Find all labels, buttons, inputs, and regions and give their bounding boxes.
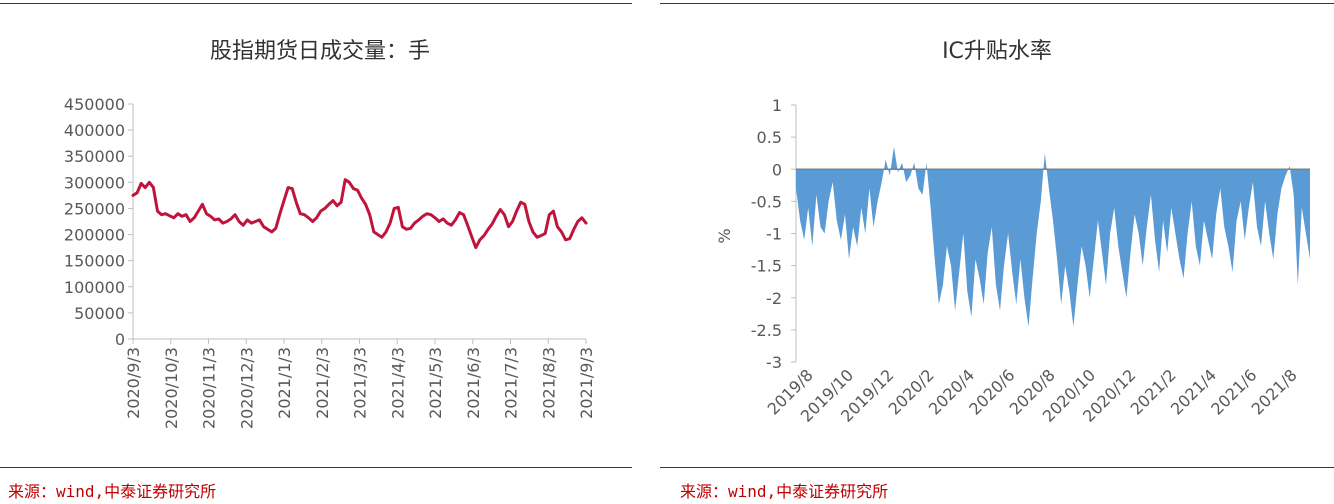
y-tick-label: 0.5 [757, 128, 782, 147]
x-tick-label: 2020/11/3 [200, 347, 219, 429]
series-line [131, 178, 588, 250]
x-tick-label: 2021/9/3 [577, 347, 596, 419]
ic-basis-area-chart: 10.50-0.5-1-1.5-2-2.5-3%2019/82019/10201… [715, 96, 1310, 426]
y-tick-label: 200000 [64, 226, 125, 245]
x-tick-label: 2021/2/3 [313, 347, 332, 419]
x-tick-label: 2020/10/3 [162, 347, 181, 429]
source-note: 来源：wind,中泰证券研究所 [8, 482, 217, 501]
x-tick-label: 2021/8 [1248, 365, 1301, 418]
y-tick-label: 250000 [64, 199, 125, 218]
x-tick-label: 2021/7/3 [502, 347, 521, 419]
x-tick-label: 2020/12/3 [237, 347, 256, 429]
x-tick-label: 2021/5/3 [426, 347, 445, 419]
x-tick-label: 2021/6/3 [464, 347, 483, 419]
chart-title: 股指期货日成交量：手 [209, 39, 430, 64]
y-tick-label: 400000 [64, 121, 125, 140]
y-tick-label: 150000 [64, 252, 125, 271]
bottom-rule [0, 467, 632, 468]
x-tick-label: 2020/9/3 [124, 347, 143, 419]
y-tick-label: -1 [766, 225, 782, 244]
y-tick-label: 50000 [74, 304, 125, 323]
y-tick-label: -2 [766, 289, 782, 308]
volume-chart-panel: 股指期货日成交量：手 0 50000 100000 150000 200000 25000… [0, 0, 650, 504]
volume-line-chart: 0 50000 100000 150000 200000 250000 300000 3500… [64, 95, 596, 429]
y-tick-label: 450000 [64, 95, 125, 114]
y-tick-label: -1.5 [751, 257, 782, 276]
y-axis-label: % [715, 228, 734, 243]
y-tick-label: 1 [772, 96, 782, 115]
y-tick-label: 350000 [64, 147, 125, 166]
y-tick-label: -2.5 [751, 321, 782, 340]
y-tick-label: -0.5 [751, 192, 782, 211]
y-tick-label: -3 [766, 353, 782, 372]
top-rule [0, 3, 632, 4]
y-tick-label: 0 [115, 330, 125, 349]
x-tick-label: 2021/3/3 [351, 347, 370, 419]
top-rule [660, 3, 1334, 4]
source-note: 来源：wind,中泰证券研究所 [680, 482, 889, 501]
x-tick-label: 2021/1/3 [275, 347, 294, 419]
y-tick-label: 300000 [64, 173, 125, 192]
bottom-rule [660, 467, 1334, 468]
x-tick-label: 2021/8/3 [539, 347, 558, 419]
y-tick-label: 100000 [64, 278, 125, 297]
chart-title: IC升贴水率 [942, 39, 1052, 64]
x-tick-label: 2021/4/3 [388, 347, 407, 419]
ic-basis-chart-panel: IC升贴水率 1 0.5 0 -0.5 -1 -1.5 -2 -2.5 -3% 2019/8 201… [660, 0, 1334, 504]
series-area [796, 146, 1310, 327]
y-tick-label: 0 [772, 160, 782, 179]
